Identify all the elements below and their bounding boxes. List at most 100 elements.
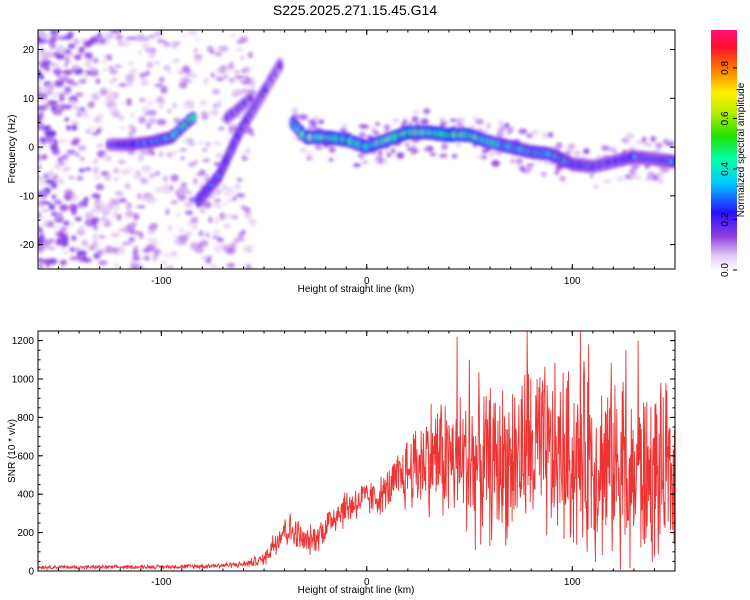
spectrogram-noise-cell (38, 61, 43, 65)
spectrogram-noise-cell (167, 109, 172, 113)
spectrogram-noise-cell (213, 216, 219, 225)
spectrogram-halo-cell (516, 159, 524, 164)
spectrogram-noise-cell (124, 210, 135, 218)
spectrogram-noise-cell (199, 209, 205, 213)
spectrogram-noise-cell (218, 45, 229, 52)
spectrogram-halo-cell (593, 184, 599, 189)
spectrogram-halo-cell (405, 142, 410, 148)
spectrogram-noise-cell (214, 199, 222, 203)
spectrogram-noise-cell (75, 152, 80, 157)
spectrogram-noise-cell (57, 35, 68, 41)
spectrogram-noise-cell (190, 72, 198, 79)
spectrogram-noise-cell (63, 87, 72, 91)
spectrogram-noise-cell (198, 246, 204, 254)
spectrogram-noise-cell (212, 141, 222, 145)
spectrogram-halo-cell (412, 110, 420, 115)
spectrogram-noise-cell (140, 150, 151, 155)
spectrogram-noise-cell (45, 60, 52, 66)
spectrogram-noise-cell (67, 43, 76, 49)
spectrogram-noise-cell (172, 150, 179, 154)
spectrogram-noise-cell (173, 239, 182, 245)
spectrogram-noise-cell (99, 37, 107, 42)
snr-y-tick-label: 200 (17, 528, 34, 539)
spectrogram-noise-cell (54, 79, 64, 88)
spectrogram-noise-cell (241, 156, 248, 161)
spectrogram-noise-cell (125, 202, 133, 210)
spectrogram-halo-cell (329, 147, 336, 154)
spectrogram-noise-cell (96, 249, 105, 256)
spectrogram-noise-cell (112, 210, 118, 219)
spectrogram-noise-cell (142, 196, 148, 202)
spectrogram-noise-cell (223, 74, 228, 79)
spectrogram-halo-cell (375, 122, 380, 126)
spectrogram-noise-cell (38, 164, 42, 171)
spectrogram-halo-cell (429, 152, 437, 157)
spectrogram-noise-cell (154, 31, 164, 36)
spectrogram-noise-cell (107, 201, 115, 210)
spectrogram-halo-cell (624, 174, 631, 179)
spectrogram-halo-cell (526, 163, 535, 167)
snr-marks (38, 331, 675, 571)
spectrogram-left-track-core (190, 115, 196, 120)
spectrogram-noise-cell (173, 117, 182, 124)
spectrogram-noise-cell (201, 110, 207, 118)
spectrogram-noise-cell (47, 39, 52, 45)
spectrogram-noise-cell (38, 228, 44, 233)
spectrogram-noise-cell (184, 79, 193, 83)
snr-series-line (38, 331, 675, 571)
spectrogram-noise-cell (96, 32, 103, 38)
spectrogram-noise-cell (141, 165, 152, 172)
spectrogram-halo-cell (655, 172, 664, 177)
spectrogram-halo-cell (630, 164, 640, 169)
spectrogram-noise-cell (146, 196, 156, 204)
spectrogram-noise-cell (42, 238, 52, 247)
spectrogram-noise-cell (236, 237, 245, 242)
spectrogram-noise-cell (218, 126, 225, 131)
spectrogram-noise-cell (206, 110, 215, 116)
spectrogram-noise-cell (153, 248, 161, 256)
spectrogram-noise-cell (141, 106, 151, 112)
spectrogram-noise-cell (223, 223, 231, 229)
spectrogram-halo-cell (647, 171, 656, 178)
spectrogram-noise-cell (247, 51, 253, 59)
spectrogram-noise-cell (52, 110, 63, 116)
spectrogram-halo-cell (305, 156, 313, 161)
spectrogram-noise-cell (88, 52, 93, 60)
spectrogram-halo-cell (518, 128, 528, 134)
spectrogram-noise-cell (186, 230, 192, 237)
spectrogram-noise-cell (175, 190, 180, 197)
spectrogram-noise-cell (60, 241, 69, 247)
spectrogram-noise-cell (148, 117, 157, 125)
spectrogram-noise-cell (117, 115, 125, 121)
spectrogram-noise-cell (65, 69, 74, 74)
spectrogram-halo-cell (455, 141, 462, 148)
spectrogram-noise-cell (68, 175, 75, 180)
spectrogram-noise-cell (216, 237, 224, 243)
spectrogram-halo-cell (341, 123, 348, 128)
spectrogram-noise-cell (203, 77, 209, 86)
spectrogram-noise-cell (162, 175, 169, 182)
spectrogram-halo-cell (313, 115, 319, 122)
spectrogram-halo-cell (449, 118, 457, 122)
spectrogram-noise-cell (104, 218, 110, 225)
snr-y-tick-label: 400 (17, 490, 34, 501)
spectrogram-noise-cell (114, 64, 123, 68)
spectrogram-noise-cell (235, 193, 245, 198)
spectrogram-noise-cell (140, 178, 149, 185)
spectrogram-noise-cell (146, 122, 151, 129)
spectrogram-halo-cell (291, 107, 298, 113)
spectrogram-noise-cell (70, 140, 80, 146)
spectrogram-noise-cell (226, 246, 236, 255)
figure-title: S225.2025.271.15.45.G14 (273, 2, 437, 18)
spectrogram-noise-cell (96, 128, 102, 134)
spectrogram-noise-cell (56, 61, 61, 70)
spectrogram-noise-cell (92, 240, 99, 249)
spectrogram-noise-cell (59, 161, 64, 165)
spectrogram-noise-cell (229, 61, 234, 70)
spectrogram-noise-cell (235, 186, 241, 192)
spectrogram-noise-cell (133, 230, 142, 236)
spectrogram-noise-cell (116, 213, 122, 221)
spectrogram-noise-cell (102, 67, 108, 72)
